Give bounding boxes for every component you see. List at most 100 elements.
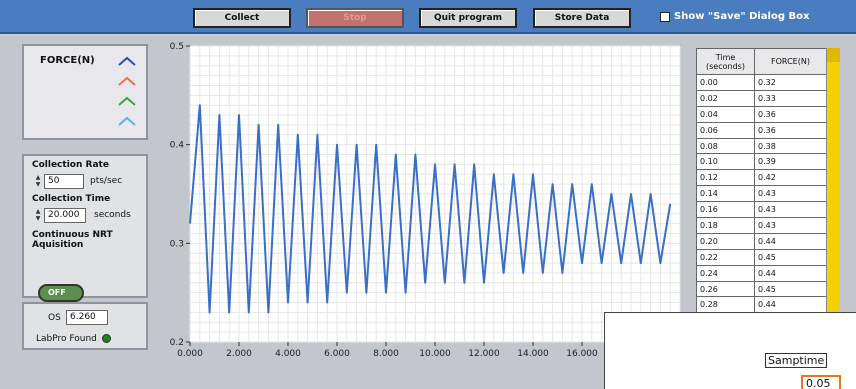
y-tick-label: 0.4	[170, 141, 185, 151]
quit-program-button[interactable]: Quit program	[419, 8, 517, 28]
checkbox-box[interactable]	[660, 11, 670, 22]
series-2-chevron-icon	[118, 76, 136, 86]
time-cell: 0.22	[696, 248, 755, 266]
force-cell: 0.38	[754, 137, 827, 155]
time-cell: 0.10	[696, 153, 755, 171]
show-save-label: Show "Save" Dialog Box	[674, 11, 810, 22]
force-cell: 0.42	[754, 169, 827, 187]
table-row: 0.00 0.32	[696, 74, 827, 91]
left-panel: FORCE(N) Collection Rate ▲ ▼ 50 pts/sec C…	[0, 36, 154, 389]
acquisition-toggle[interactable]: OFF	[38, 284, 84, 302]
plot-legend: FORCE(N)	[22, 44, 148, 140]
table-row: 0.12 0.42	[696, 169, 827, 187]
x-tick-label: 6.000	[324, 349, 350, 359]
labpro-label: LabPro Found	[36, 334, 97, 344]
force-chart[interactable]: 0.5 0.4 0.3 0.20.000 2.000 4.000 6.000 8.000 10.…	[154, 36, 684, 389]
samptime-label: Samptime	[765, 353, 828, 368]
time-cell: 0.06	[696, 121, 755, 139]
time-cell: 0.20	[696, 232, 755, 250]
table-row: 0.06 0.36	[696, 121, 827, 139]
x-tick-label: 2.000	[226, 349, 252, 359]
rate-unit: pts/sec	[90, 176, 123, 186]
continuous-acquisition-label: Continuous NRT Aquisition	[32, 230, 113, 250]
time-cell: 0.28	[696, 296, 755, 314]
labpro-status-led-icon	[102, 334, 111, 343]
force-cell: 0.39	[754, 153, 827, 171]
collection-time-input[interactable]: 20.000	[44, 208, 86, 223]
os-panel: OS 6.260 LabPro Found	[22, 302, 148, 350]
force-column-header: FORCE(N)	[754, 48, 827, 75]
table-row: 0.22 0.45	[696, 248, 827, 266]
force-cell: 0.43	[754, 201, 827, 219]
x-tick-label: 4.000	[275, 349, 301, 359]
time-cell: 0.08	[696, 137, 755, 155]
table-row: 0.28 0.44	[696, 296, 827, 314]
time-cell: 0.16	[696, 201, 755, 219]
table-row: 0.08 0.38	[696, 137, 827, 155]
table-scrollbar[interactable]	[826, 48, 840, 348]
force-cell: 0.44	[754, 264, 827, 282]
table-row: 0.18 0.43	[696, 217, 827, 234]
table-row: 0.16 0.43	[696, 201, 827, 219]
x-tick-label: 8.000	[373, 349, 399, 359]
table-row: 0.20 0.44	[696, 232, 827, 250]
time-cell: 0.12	[696, 169, 755, 187]
show-save-dialog-checkbox[interactable]: Show "Save" Dialog Box	[660, 11, 809, 22]
scroll-up-arrow-icon[interactable]	[827, 48, 840, 62]
x-tick-label: 10.000	[419, 349, 451, 359]
store-data-button[interactable]: Store Data	[533, 8, 631, 28]
os-value-field[interactable]: 6.260	[66, 310, 108, 325]
rate-spinner-icon[interactable]: ▲ ▼	[35, 174, 41, 188]
time-cell: 0.26	[696, 280, 755, 298]
force-cell: 0.43	[754, 185, 827, 203]
force-series-line	[189, 104, 672, 314]
collection-time-label: Collection Time	[32, 194, 111, 204]
samptime-input[interactable]: 0.05	[801, 375, 841, 389]
force-cell: 0.33	[754, 89, 827, 107]
force-cell: 0.32	[754, 74, 827, 91]
time-cell: 0.18	[696, 217, 755, 234]
force-cell: 0.43	[754, 217, 827, 234]
time-cell: 0.24	[696, 264, 755, 282]
time-cell: 0.02	[696, 89, 755, 107]
table-row: 0.02 0.33	[696, 89, 827, 107]
table-row: 0.24 0.44	[696, 264, 827, 282]
time-spinner-icon[interactable]: ▲ ▼	[35, 208, 41, 222]
collection-rate-input[interactable]: 50	[44, 174, 84, 189]
table-row: 0.04 0.36	[696, 105, 827, 123]
series-1-chevron-icon	[118, 56, 136, 66]
collect-button[interactable]: Collect	[193, 8, 291, 28]
data-table: Time (seconds) FORCE(N) 0.00 0.32 0.02 0.33…	[696, 48, 827, 330]
force-cell: 0.36	[754, 121, 827, 139]
time-cell: 0.04	[696, 105, 755, 123]
series-4-chevron-icon	[118, 116, 136, 126]
y-tick-label: 0.5	[170, 42, 184, 52]
y-tick-label: 0.2	[170, 338, 184, 348]
force-cell: 0.45	[754, 280, 827, 298]
stop-button[interactable]: Stop	[306, 8, 404, 28]
chart-area: 0.5 0.4 0.3 0.2 0.000 2.000 4.000 6.000 8.000 10.…	[154, 36, 684, 389]
force-cell: 0.45	[754, 248, 827, 266]
x-tick-label: 0.000	[177, 349, 203, 359]
samptime-overlay: Samptime 0.05	[604, 312, 856, 389]
collection-controls: Collection Rate ▲ ▼ 50 pts/sec Collection…	[22, 154, 148, 302]
series-3-chevron-icon	[118, 96, 136, 106]
y-tick-label: 0.3	[170, 239, 184, 249]
table-row: 0.14 0.43	[696, 185, 827, 203]
force-cell: 0.36	[754, 105, 827, 123]
os-label: OS	[48, 313, 61, 323]
collection-rate-label: Collection Rate	[32, 160, 109, 170]
force-cell: 0.44	[754, 232, 827, 250]
legend-title: FORCE(N)	[40, 55, 95, 66]
x-tick-label: 12.000	[468, 349, 500, 359]
table-row: 0.26 0.45	[696, 280, 827, 298]
time-column-header: Time (seconds)	[696, 48, 755, 75]
toolbar: Collect Stop Quit program Store Data Sho…	[0, 0, 856, 34]
force-cell: 0.44	[754, 296, 827, 314]
time-cell: 0.00	[696, 74, 755, 91]
x-tick-label: 14.000	[517, 349, 549, 359]
table-row: 0.10 0.39	[696, 153, 827, 171]
time-unit: seconds	[94, 210, 131, 220]
x-tick-label: 16.000	[566, 349, 598, 359]
time-cell: 0.14	[696, 185, 755, 203]
